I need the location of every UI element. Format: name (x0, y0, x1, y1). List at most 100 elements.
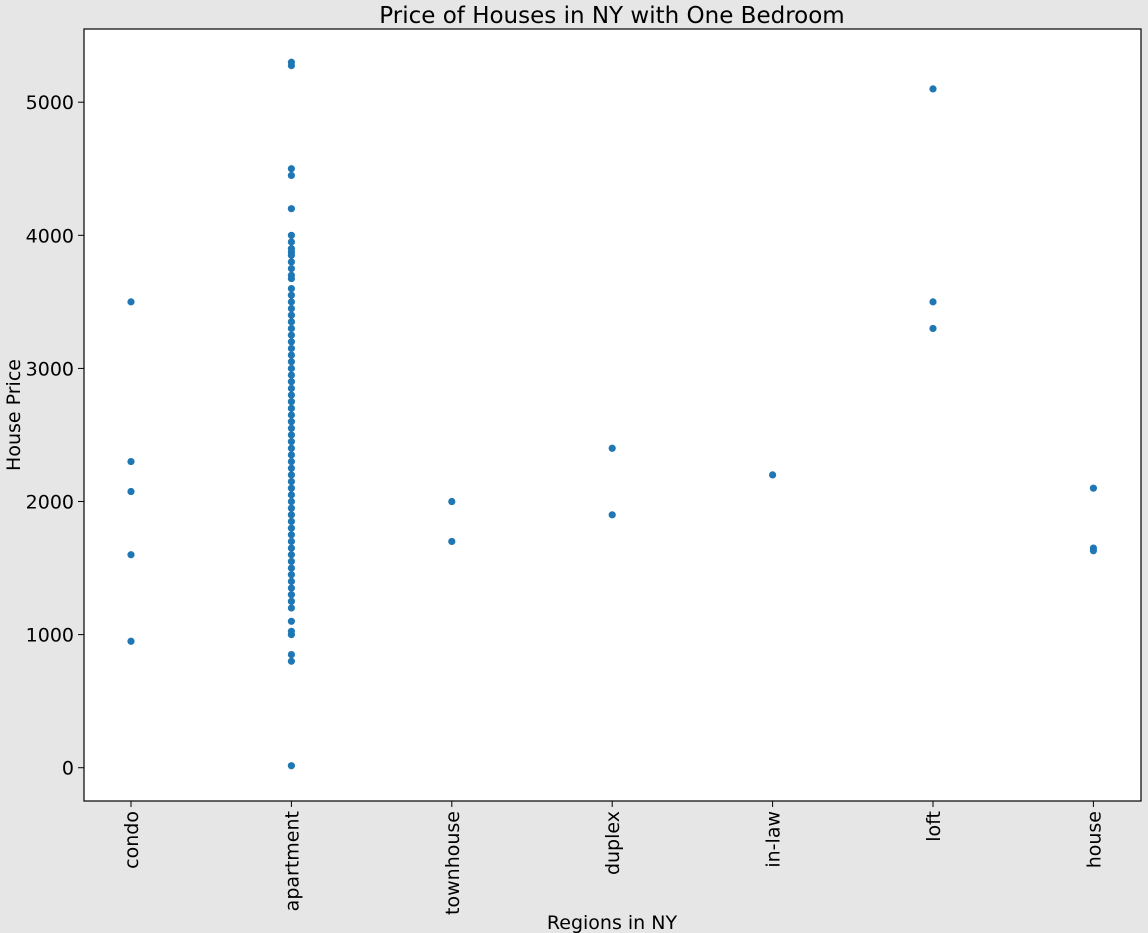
data-point-apartment (287, 584, 295, 592)
data-point-apartment (287, 238, 295, 246)
data-point-apartment (287, 438, 295, 446)
data-point-apartment (287, 444, 295, 452)
data-point-condo (127, 637, 135, 645)
data-point-apartment (287, 477, 295, 486)
data-point-apartment (287, 597, 295, 605)
data-points (127, 58, 1097, 770)
data-point-apartment (287, 557, 295, 566)
y-tick-label: 0 (62, 758, 74, 780)
data-point-apartment (287, 304, 295, 313)
data-point-apartment (287, 411, 295, 419)
data-point-apartment (287, 274, 295, 283)
y-tick-label: 4000 (26, 225, 74, 247)
data-point-apartment (287, 537, 295, 546)
data-point-condo (127, 298, 135, 306)
x-tick-label-condo: condo (121, 811, 143, 869)
data-point-loft (929, 298, 937, 306)
y-tick-label: 5000 (26, 92, 74, 114)
data-point-apartment (287, 258, 295, 266)
data-point-apartment (287, 284, 295, 293)
data-point-apartment (287, 384, 295, 392)
data-point-house (1089, 547, 1097, 555)
data-point-condo (127, 487, 135, 496)
data-point-apartment (287, 398, 295, 406)
data-point-apartment (287, 231, 295, 239)
data-point-apartment (287, 378, 295, 386)
data-point-apartment (287, 517, 295, 526)
data-point-apartment (287, 497, 295, 506)
data-point-apartment (287, 604, 295, 612)
data-point-apartment (287, 617, 295, 625)
data-point-apartment (287, 205, 295, 213)
y-axis-label: House Price (3, 359, 25, 471)
data-point-loft (929, 324, 937, 333)
x-tick-label-townhouse: townhouse (442, 811, 464, 915)
data-point-apartment (287, 544, 295, 552)
data-point-apartment (287, 431, 295, 439)
data-point-apartment (287, 657, 295, 665)
data-point-duplex (608, 444, 616, 452)
data-point-condo (127, 457, 135, 466)
data-point-apartment (287, 351, 295, 359)
plot-area (83, 28, 1142, 802)
data-point-apartment (287, 577, 295, 585)
x-tick-label-loft: loft (923, 811, 945, 842)
x-tick-label-in-law: in-law (763, 811, 785, 868)
data-point-apartment (287, 318, 295, 326)
data-point-apartment (287, 391, 295, 399)
data-point-apartment (287, 358, 295, 366)
data-point-in-law (769, 471, 777, 479)
data-point-apartment (287, 564, 295, 572)
data-point-apartment (287, 762, 295, 770)
data-point-apartment (287, 344, 295, 353)
data-point-apartment (287, 524, 295, 532)
data-point-apartment (287, 291, 295, 299)
data-point-apartment (287, 424, 295, 432)
data-point-house (1089, 484, 1097, 492)
data-point-apartment (287, 364, 295, 373)
data-point-apartment (287, 62, 295, 70)
data-point-apartment (287, 504, 295, 512)
data-point-apartment (287, 371, 295, 379)
data-point-apartment (287, 264, 295, 273)
data-point-apartment (287, 484, 295, 492)
data-point-apartment (287, 551, 295, 559)
data-point-apartment (287, 165, 295, 173)
data-point-apartment (287, 418, 295, 426)
data-point-apartment (287, 298, 295, 306)
data-point-apartment (287, 631, 295, 639)
data-point-townhouse (448, 537, 456, 546)
y-axis: 0 1000 2000 3000 4000 5000 (26, 92, 84, 780)
data-point-apartment (287, 338, 295, 346)
data-point-townhouse (448, 497, 456, 506)
data-point-condo (127, 551, 135, 559)
chart-title: Price of Houses in NY with One Bedroom (379, 3, 844, 29)
data-point-apartment (287, 251, 295, 259)
data-point-apartment (287, 591, 295, 599)
x-tick-label-duplex: duplex (602, 811, 624, 875)
data-point-apartment (287, 404, 295, 412)
y-tick-label: 1000 (26, 625, 74, 647)
data-point-apartment (287, 571, 295, 579)
data-point-apartment (287, 464, 295, 472)
x-tick-label-house: house (1083, 811, 1105, 868)
data-point-duplex (608, 511, 616, 519)
x-axis-label: Regions in NY (547, 912, 678, 933)
x-tick-label-apartment: apartment (281, 811, 303, 911)
data-point-loft (929, 85, 937, 93)
x-axis: condo apartment townhouse duplex in-law loft h… (121, 801, 1105, 915)
data-point-apartment (287, 311, 295, 319)
data-point-apartment (287, 171, 295, 180)
data-point-apartment (287, 457, 295, 466)
data-point-apartment (287, 511, 295, 519)
data-point-apartment (287, 451, 295, 459)
data-point-apartment (287, 331, 295, 339)
data-point-apartment (287, 491, 295, 499)
data-point-apartment (287, 471, 295, 479)
data-point-apartment (287, 531, 295, 539)
y-tick-label: 2000 (26, 492, 74, 514)
data-point-apartment (287, 650, 295, 659)
data-point-apartment (287, 324, 295, 333)
